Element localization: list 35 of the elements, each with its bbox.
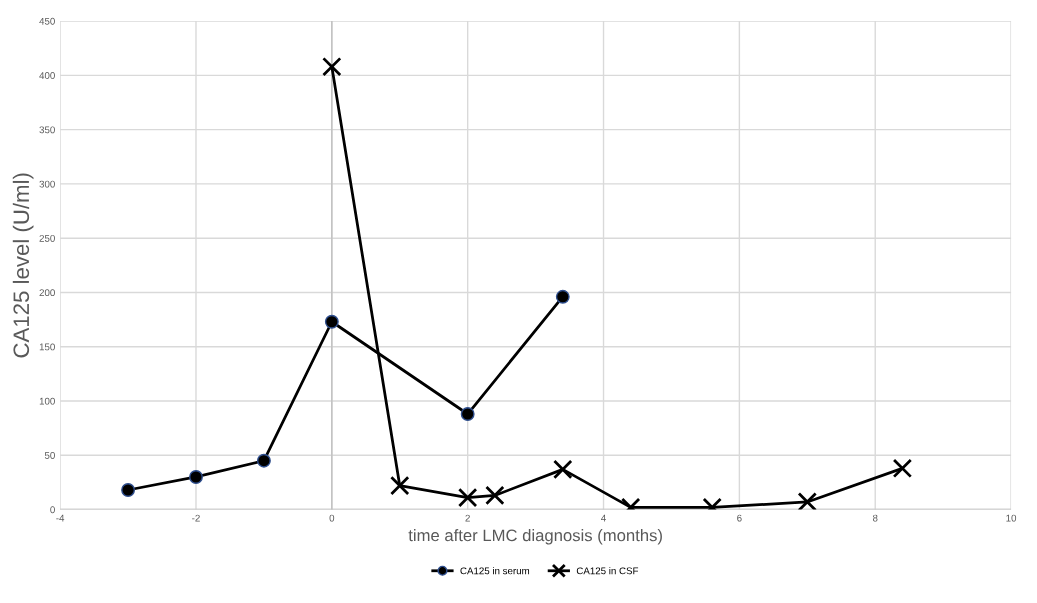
- x-tick-label: 2: [465, 514, 470, 522]
- point: [390, 475, 410, 496]
- x-axis-title: time after LMC diagnosis (months): [408, 529, 662, 545]
- x-tick-label: 6: [737, 514, 742, 522]
- y-tick-label: 100: [39, 397, 55, 405]
- y-tick-label: 300: [39, 180, 55, 188]
- point: [322, 56, 342, 77]
- y-tick-label: 350: [39, 126, 55, 134]
- point: [553, 459, 573, 480]
- x-tick-label: 10: [1006, 514, 1017, 522]
- y-tick-label: 400: [39, 72, 55, 79]
- x-tick-label: 8: [872, 514, 878, 522]
- point: [121, 483, 136, 497]
- y-tick-label: 50: [44, 452, 55, 459]
- y-tick-label: 150: [39, 343, 55, 351]
- point: [189, 470, 203, 484]
- y-tick-label: 200: [39, 289, 55, 297]
- point: [457, 487, 478, 508]
- point: [555, 289, 570, 304]
- point: [256, 453, 271, 468]
- legend-label: CA125 in serum: [460, 567, 530, 575]
- point: [892, 458, 913, 479]
- point: [797, 492, 818, 510]
- y-tick-label: 0: [50, 506, 55, 514]
- x-tick-label: 4: [601, 514, 606, 522]
- point: [460, 407, 475, 421]
- y-axis-title: CA125 level (U/ml): [12, 173, 34, 358]
- x-tick-label: 0: [329, 514, 335, 522]
- y-tick-label: 450: [39, 17, 55, 25]
- point: [324, 314, 339, 329]
- point: [485, 485, 505, 506]
- y-tick-label: 250: [39, 234, 55, 242]
- x-tick-label: -2: [192, 514, 200, 522]
- legend-label: CA125 in CSF: [576, 567, 639, 575]
- x-tick-label: -4: [56, 514, 65, 522]
